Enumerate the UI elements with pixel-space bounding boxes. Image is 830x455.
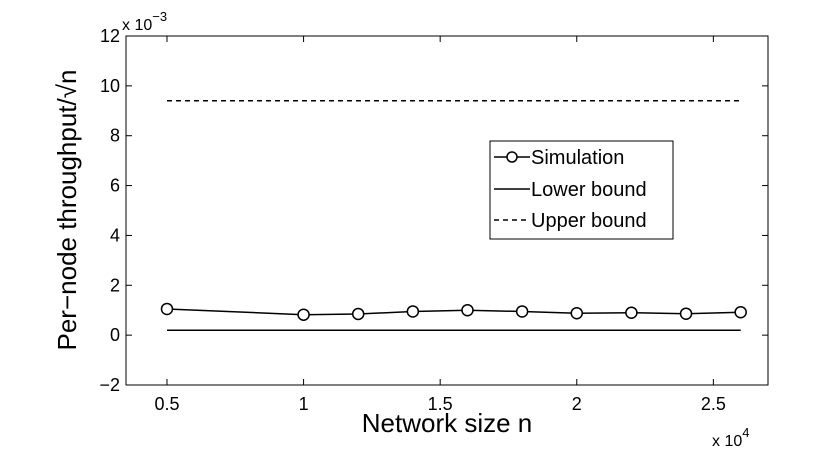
x-ticks: 0.5 1 1.5 2 2.5	[154, 36, 726, 414]
x-tick-label: 2	[572, 394, 582, 414]
legend: Simulation Lower bound Upper bound	[489, 140, 674, 240]
data-point-simulation	[515, 305, 529, 318]
y-exponent-prefix: x 10	[122, 17, 152, 34]
series-layer	[160, 100, 747, 331]
y-tick-label: 8	[110, 126, 120, 146]
legend-label-simulation: Simulation	[531, 147, 624, 169]
x-tick-label: 1	[299, 394, 309, 414]
data-point-simulation	[351, 307, 365, 321]
data-point-simulation	[406, 305, 420, 318]
data-point-simulation	[679, 307, 693, 320]
y-tick-label: 6	[110, 176, 120, 196]
data-point-simulation	[297, 308, 310, 321]
x-axis-label: Network size n	[362, 408, 533, 438]
legend-marker-simulation	[506, 151, 518, 163]
x-tick-label: 1.5	[428, 394, 453, 414]
data-point-simulation	[625, 306, 638, 319]
x-exponent-prefix: x 10	[712, 433, 742, 450]
data-point-simulation	[160, 302, 174, 316]
legend-label-lower-bound: Lower bound	[531, 179, 647, 201]
y-tick-label: 4	[110, 225, 120, 245]
y-exponent-power: −3	[152, 9, 167, 24]
y-tick-label: 10	[100, 76, 120, 96]
data-point-simulation	[461, 303, 474, 317]
series-line-simulation	[166, 308, 741, 316]
y-tick-label: 12	[100, 26, 120, 46]
x-tick-label: 2.5	[701, 394, 726, 414]
y-exponent-label: x 10−3	[122, 9, 167, 34]
x-exponent-power: 4	[742, 425, 749, 440]
y-tick-label: 0	[110, 325, 120, 345]
y-tick-label: 2	[110, 275, 120, 295]
y-axis-label: Per−node throughput/√n	[52, 70, 82, 351]
y-tick-label: −2	[99, 375, 120, 395]
x-exponent-label: x 104	[712, 425, 749, 450]
plot-frame	[125, 35, 769, 386]
y-ticks: −2 0 2 4 6 8 10 12	[99, 26, 768, 395]
legend-label-upper-bound: Upper bound	[531, 210, 647, 232]
x-tick-label: 0.5	[154, 394, 179, 414]
data-point-simulation	[734, 305, 747, 319]
data-point-simulation	[570, 306, 584, 320]
